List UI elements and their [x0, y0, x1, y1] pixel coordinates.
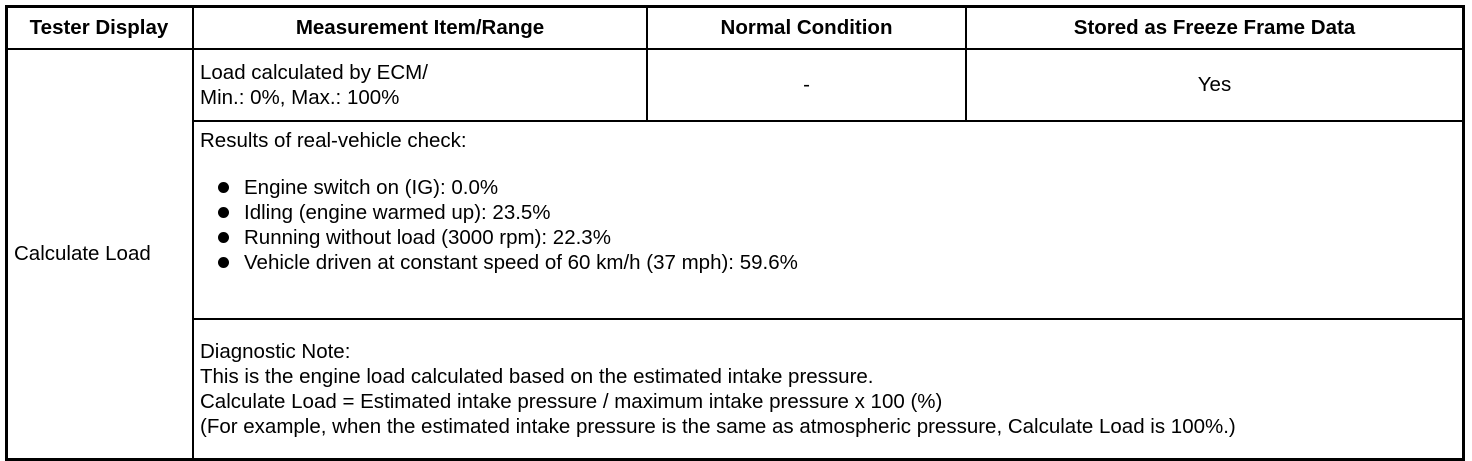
note-line: This is the engine load calculated based…: [200, 365, 874, 388]
bullet-item: Engine switch on (IG): 0.0%: [200, 175, 1456, 200]
range-line: Min.: 0%, Max.: 100%: [200, 86, 400, 109]
header-cell: Tester Display: [5, 5, 194, 50]
bullet-list: Engine switch on (IG): 0.0% Idling (engin…: [200, 175, 1456, 275]
check-title: Results of real-vehicle check:: [200, 129, 467, 152]
note-cell: Diagnostic Note: This is the engine load …: [192, 318, 1465, 461]
note-line: (For example, when the estimated intake …: [200, 415, 1236, 438]
header-row: Tester Display Measurement Item/Range No…: [5, 5, 1465, 50]
note-row: Diagnostic Note: This is the engine load …: [7, 318, 1465, 461]
data-table: Tester Display Measurement Item/Range No…: [5, 5, 1465, 461]
item-row: Calculate Load Load calculated by ECM/ M…: [5, 48, 1465, 461]
bullet-item: Vehicle driven at constant speed of 60 k…: [200, 250, 1456, 275]
tester-display: Calculate Load: [5, 48, 194, 461]
header-cell: Normal Condition: [646, 5, 967, 50]
check-cell: Results of real-vehicle check: Engine sw…: [192, 120, 1465, 320]
check-row: Results of real-vehicle check: Engine sw…: [7, 120, 1465, 320]
bullet-item: Idling (engine warmed up): 23.5%: [200, 200, 1456, 225]
freeze-frame: Yes: [965, 48, 1465, 122]
header-cell: Stored as Freeze Frame Data: [965, 5, 1465, 50]
header-cell: Measurement Item/Range: [192, 5, 648, 50]
normal-condition: -: [646, 48, 967, 122]
range-line: Load calculated by ECM/: [200, 61, 428, 84]
note-line: Diagnostic Note:: [200, 340, 351, 363]
bullet-item: Running without load (3000 rpm): 22.3%: [200, 225, 1456, 250]
range-cell: Load calculated by ECM/ Min.: 0%, Max.: …: [192, 48, 648, 122]
note-line: Calculate Load = Estimated intake pressu…: [200, 390, 943, 413]
